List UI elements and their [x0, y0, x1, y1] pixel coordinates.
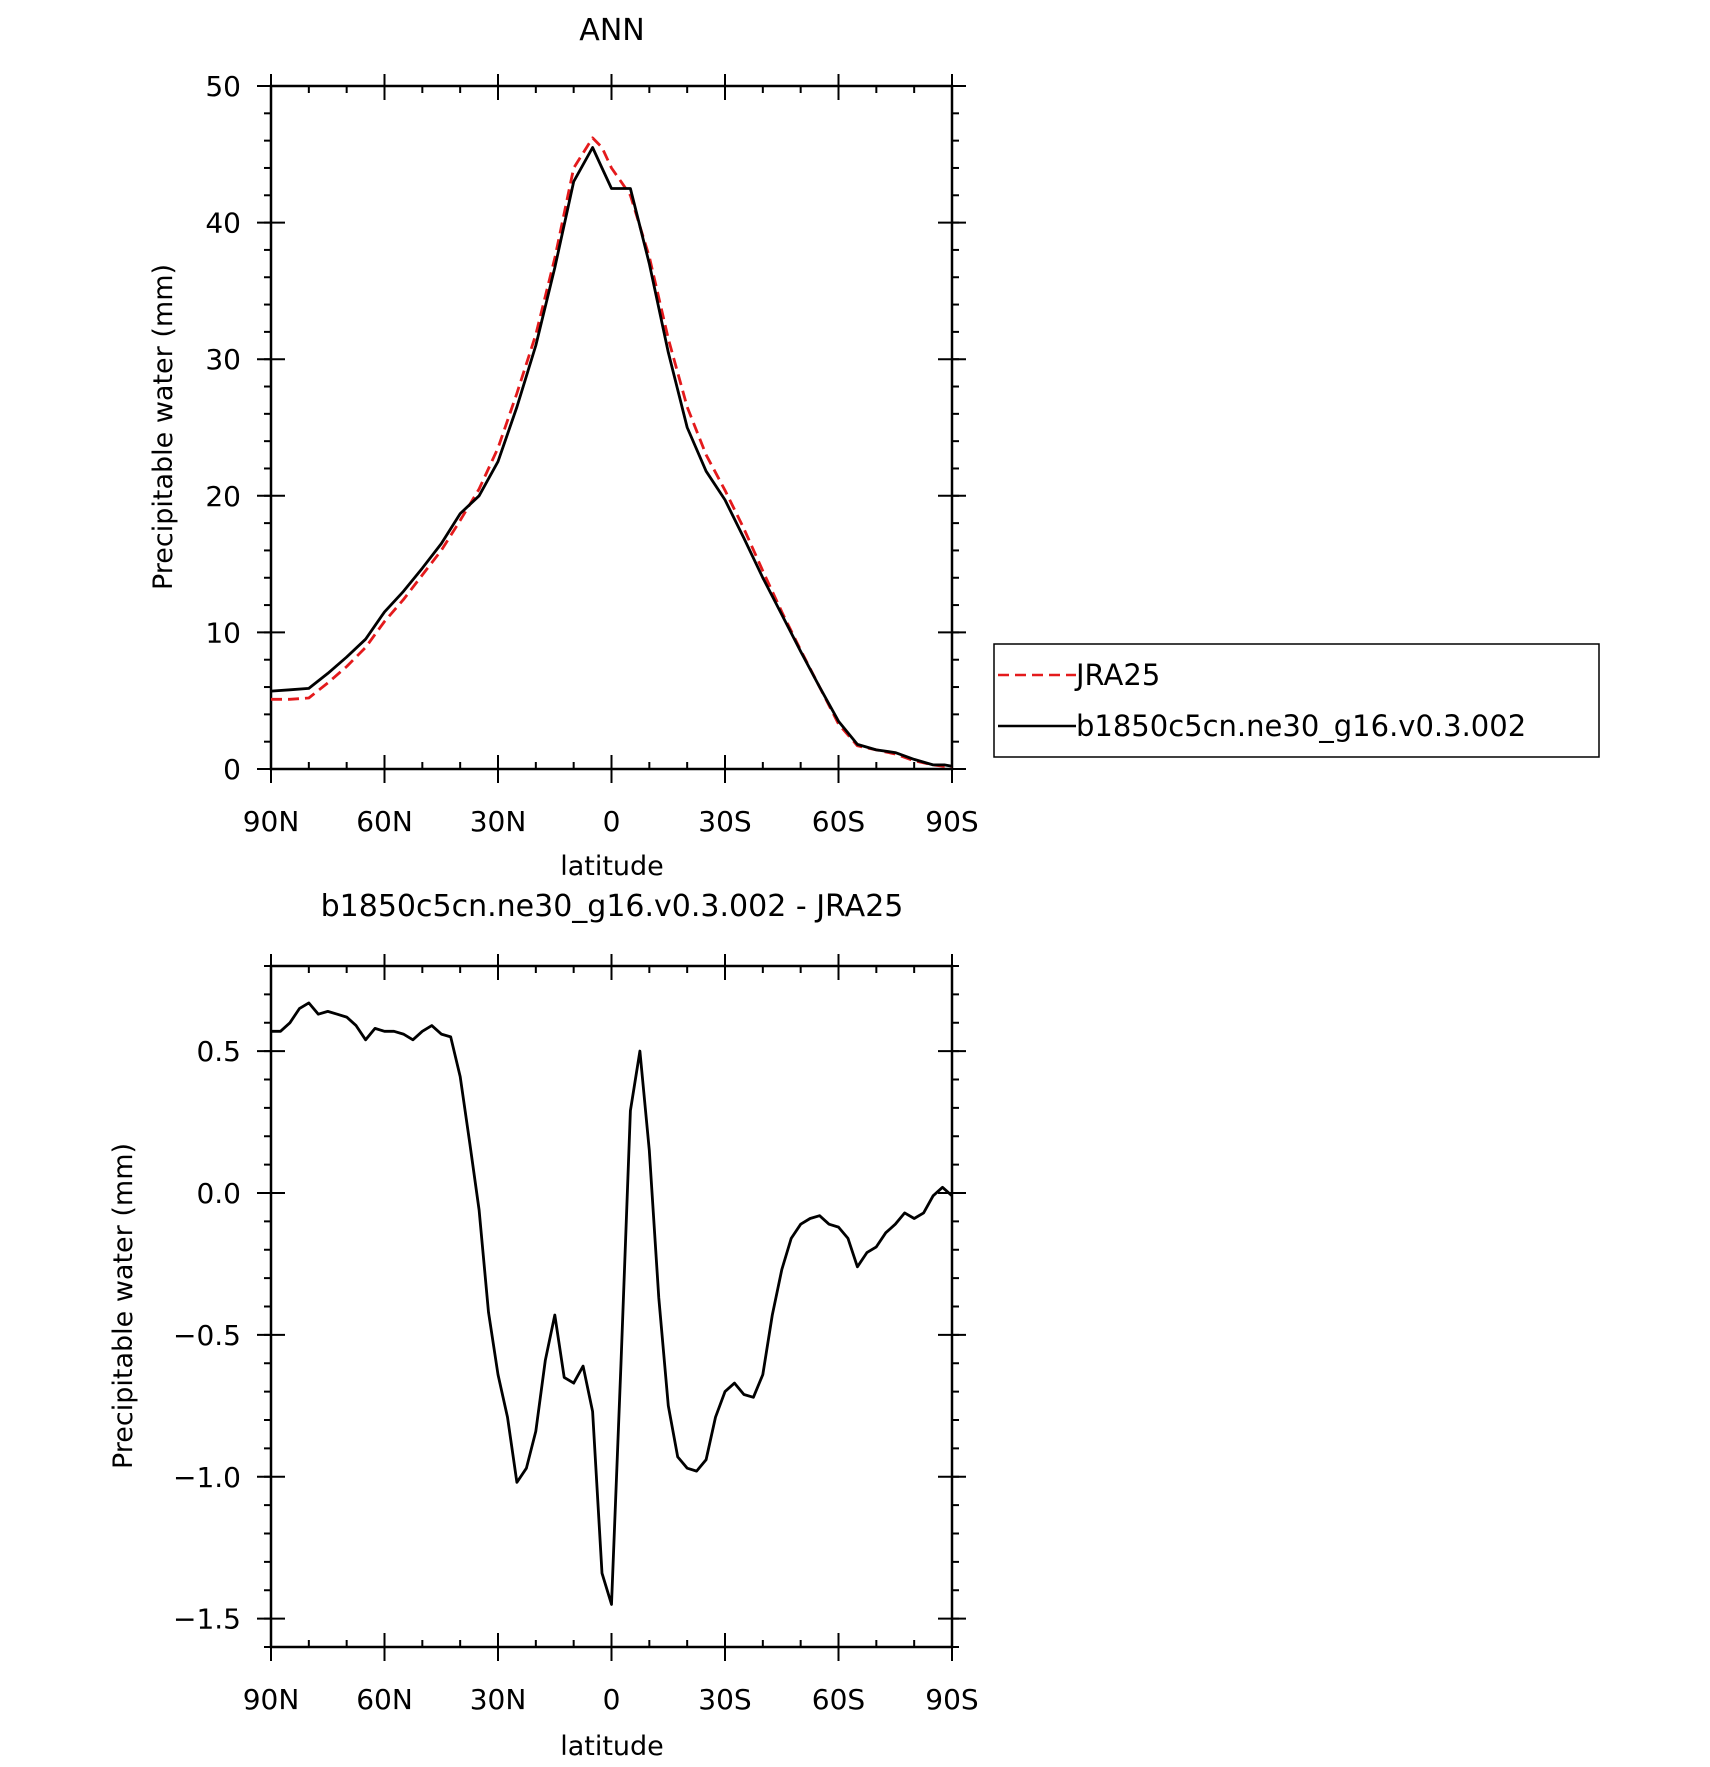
top-y-tick-label: 30 — [205, 343, 241, 376]
bottom-y-tick-label: −0.5 — [173, 1319, 241, 1352]
bottom-series-line-difference — [271, 1001, 953, 1606]
top-y-tick-label: 20 — [205, 480, 241, 513]
bottom-plot-frame — [269, 964, 954, 1649]
bottom-y-tick-label: −1.5 — [173, 1603, 241, 1636]
top-panel: ANN 90N 60N 30N 0 30S 60S 90S 0 10 20 30 40 50 lati… — [148, 13, 1600, 882]
bottom-x-tick-labels: 90N 60N 30N 0 30S 60S 90S — [243, 1683, 979, 1716]
top-series-line-jra25 — [271, 136, 952, 768]
bottom-x-tick-label: 90S — [925, 1683, 978, 1716]
bottom-x-tick-label: 30N — [470, 1683, 527, 1716]
top-y-tick-labels: 0 10 20 30 40 50 — [205, 70, 241, 786]
bottom-x-tick-label: 60N — [356, 1683, 413, 1716]
top-axis-ticks — [257, 74, 966, 783]
bottom-y-tick-label: −1.0 — [173, 1461, 241, 1494]
bottom-x-axis-label: latitude — [560, 1731, 664, 1762]
legend: JRA25 b1850c5cn.ne30_g16.v0.3.002 — [993, 643, 1600, 758]
top-y-tick-label: 40 — [205, 207, 241, 240]
top-y-tick-label: 0 — [223, 753, 241, 786]
legend-label-jra25: JRA25 — [1074, 658, 1160, 692]
top-y-tick-label: 50 — [205, 70, 241, 103]
bottom-series-group — [271, 1001, 953, 1606]
top-x-tick-label: 60N — [356, 805, 413, 838]
bottom-y-axis-label: Precipitable water (mm) — [108, 1143, 139, 1469]
legend-box — [993, 643, 1600, 758]
bottom-y-tick-label: 0.0 — [196, 1177, 241, 1210]
top-x-tick-label: 30N — [470, 805, 527, 838]
bottom-axis-ticks — [257, 954, 966, 1661]
top-x-axis-label: latitude — [560, 851, 664, 882]
legend-label-model: b1850c5cn.ne30_g16.v0.3.002 — [1076, 709, 1526, 743]
top-x-tick-label: 30S — [698, 805, 751, 838]
top-chart-title: ANN — [579, 13, 644, 48]
top-series-group — [270, 136, 953, 768]
top-x-tick-label: 90S — [925, 805, 978, 838]
top-y-axis-label: Precipitable water (mm) — [148, 264, 179, 590]
bottom-x-tick-label: 0 — [603, 1683, 621, 1716]
top-x-tick-label: 0 — [603, 805, 621, 838]
bottom-y-tick-label: 0.5 — [196, 1035, 241, 1068]
top-y-tick-label: 10 — [205, 616, 241, 649]
top-x-tick-labels: 90N 60N 30N 0 30S 60S 90S — [243, 805, 979, 838]
bottom-chart-title: b1850c5cn.ne30_g16.v0.3.002 - JRA25 — [321, 889, 904, 924]
bottom-y-tick-labels: 0.5 0.0 −0.5 −1.0 −1.5 — [173, 1035, 241, 1636]
bottom-x-tick-label: 90N — [243, 1683, 300, 1716]
bottom-panel: b1850c5cn.ne30_g16.v0.3.002 - JRA25 90N 6… — [108, 889, 979, 1762]
bottom-x-tick-label: 60S — [812, 1683, 865, 1716]
top-x-tick-label: 90N — [243, 805, 300, 838]
top-series-line-b1850c5cn-ne30-g16-v0-3-002 — [270, 146, 953, 768]
top-x-tick-label: 60S — [812, 805, 865, 838]
bottom-x-tick-label: 30S — [698, 1683, 751, 1716]
